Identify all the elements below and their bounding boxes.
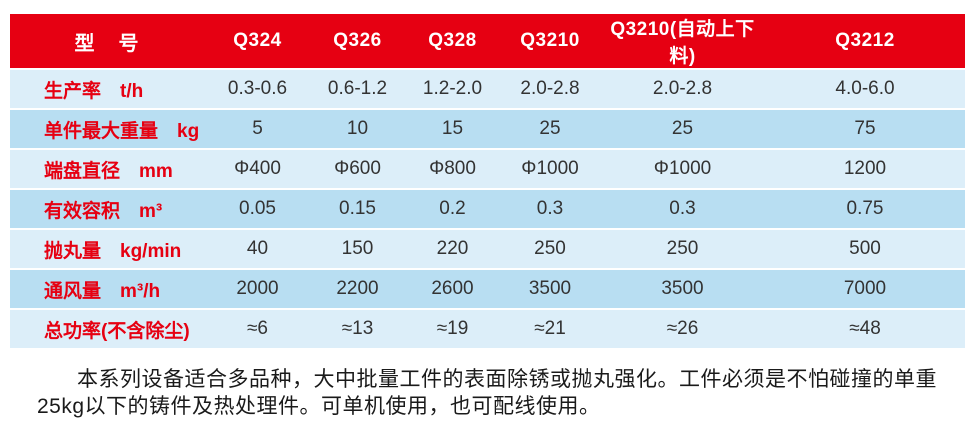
row-total-power: 总功率(不含除尘) ≈6 ≈13 ≈19 ≈21 ≈26 ≈48 [10,308,965,348]
row-label: 有效容积 m³ [10,188,205,228]
header-model-q3212: Q3212 [765,14,965,68]
spec-value: 3500 [500,268,600,308]
spec-value: Φ1000 [600,148,765,188]
spec-value: 2200 [310,268,405,308]
description: 本系列设备适合多品种，大中批量工件的表面除锈或抛丸强化。工件必须是不怕碰撞的单重… [37,366,977,420]
spec-value: 1200 [765,148,965,188]
spec-value: 25 [500,108,600,148]
spec-value: 220 [405,228,500,268]
row-production-rate: 生产率 t/h 0.3-0.6 0.6-1.2 1.2-2.0 2.0-2.8 … [10,68,965,108]
row-max-piece-weight: 单件最大重量 kg 5 10 15 25 25 75 [10,108,965,148]
spec-value: ≈48 [765,308,965,348]
row-effective-volume: 有效容积 m³ 0.05 0.15 0.2 0.3 0.3 0.75 [10,188,965,228]
spec-value: Φ1000 [500,148,600,188]
row-label: 抛丸量 kg/min [10,228,205,268]
spec-value: 2.0-2.8 [500,68,600,108]
spec-value: 2000 [205,268,310,308]
description-line: 本系列设备适合多品种，大中批量工件的表面除锈或抛丸强化。工件必须是不怕碰撞的单重 [77,368,937,391]
header-model-q3210-auto: Q3210(自动上下料) [600,14,765,68]
spec-value: ≈19 [405,308,500,348]
row-label: 端盘直径 mm [10,148,205,188]
spec-value: 0.15 [310,188,405,228]
spec-value: 7000 [765,268,965,308]
spec-value: 150 [310,228,405,268]
spec-value: 0.3 [500,188,600,228]
spec-value: 15 [405,108,500,148]
header-model-q326: Q326 [310,14,405,68]
spec-value: 4.0-6.0 [765,68,965,108]
spec-value: 500 [765,228,965,268]
spec-value: ≈26 [600,308,765,348]
spec-value: 2.0-2.8 [600,68,765,108]
spec-value: ≈21 [500,308,600,348]
spec-value: 3500 [600,268,765,308]
row-end-disc-diameter: 端盘直径 mm Φ400 Φ600 Φ800 Φ1000 Φ1000 1200 [10,148,965,188]
spec-value: 0.75 [765,188,965,228]
header-model-q3210: Q3210 [500,14,600,68]
spec-value: 0.3 [600,188,765,228]
spec-value: ≈13 [310,308,405,348]
row-label: 生产率 t/h [10,68,205,108]
spec-value: 0.05 [205,188,310,228]
row-label: 单件最大重量 kg [10,108,205,148]
spec-value: 10 [310,108,405,148]
spec-value: ≈6 [205,308,310,348]
row-ventilation: 通风量 m³/h 2000 2200 2600 3500 3500 7000 [10,268,965,308]
header-model-q324: Q324 [205,14,310,68]
row-label: 总功率(不含除尘) [10,308,205,348]
spec-value: Φ800 [405,148,500,188]
spec-value: 2600 [405,268,500,308]
header-row: 型 号 Q324 Q326 Q328 Q3210 Q3210(自动上下料) Q3… [10,14,965,68]
spec-value: 1.2-2.0 [405,68,500,108]
spec-value: 0.3-0.6 [205,68,310,108]
row-shot-flow-rate: 抛丸量 kg/min 40 150 220 250 250 500 [10,228,965,268]
description-line: 25kg以下的铸件及热处理件。可单机使用，也可配线使用。 [37,395,601,418]
header-model-q328: Q328 [405,14,500,68]
spec-value: Φ600 [310,148,405,188]
spec-value: 25 [600,108,765,148]
header-model-label: 型 号 [10,14,205,68]
spec-value: 250 [600,228,765,268]
spec-value: 5 [205,108,310,148]
spec-value: 250 [500,228,600,268]
spec-table: 型 号 Q324 Q326 Q328 Q3210 Q3210(自动上下料) Q3… [10,14,965,348]
spec-value: Φ400 [205,148,310,188]
spec-value: 0.2 [405,188,500,228]
row-label: 通风量 m³/h [10,268,205,308]
spec-value: 40 [205,228,310,268]
spec-value: 75 [765,108,965,148]
spec-value: 0.6-1.2 [310,68,405,108]
